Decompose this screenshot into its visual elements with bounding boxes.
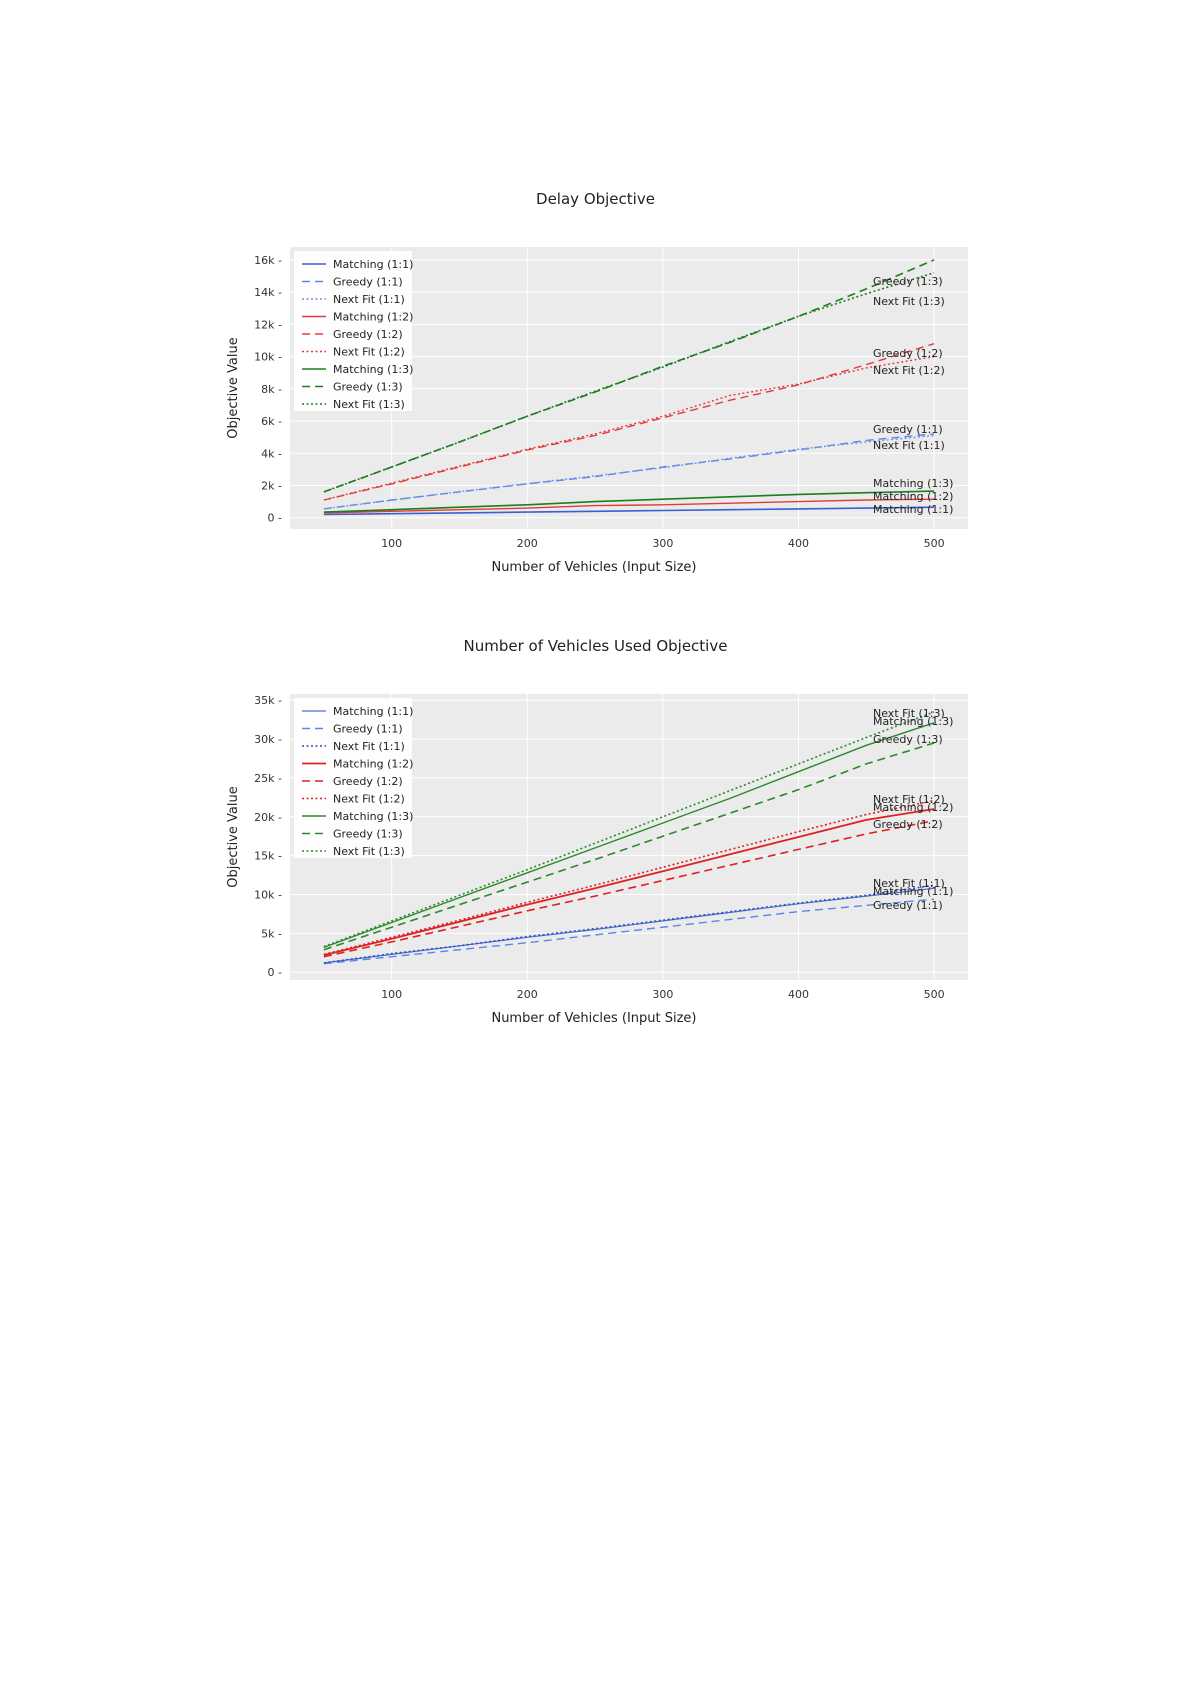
legend-label-next-fit-1-1: Next Fit (1:1) <box>333 740 405 753</box>
end-label-matching-1-1: Matching (1:1) <box>873 503 953 516</box>
series-line-matching-1-1 <box>323 506 935 516</box>
end-label-greedy-1-1: Greedy (1:1) <box>873 899 943 912</box>
x-tick-label: 300 <box>652 537 673 550</box>
y-tick-label: 20k - <box>254 811 282 824</box>
end-label-matching-1-2: Matching (1:2) <box>873 490 953 503</box>
y-tick-label: 5k - <box>261 927 282 940</box>
series-line-next-fit-1-3 <box>323 272 935 493</box>
end-label-greedy-1-2: Greedy (1:2) <box>873 818 943 831</box>
end-label-greedy-1-2: Greedy (1:2) <box>873 347 943 360</box>
x-tick-label: 100 <box>381 537 402 550</box>
y-tick-label: 0 - <box>268 512 282 525</box>
legend-label-next-fit-1-2: Next Fit (1:2) <box>333 346 405 359</box>
legend-label-next-fit-1-2: Next Fit (1:2) <box>333 793 405 806</box>
series-line-matching-1-3 <box>323 722 935 949</box>
legend-label-matching-1-2: Matching (1:2) <box>333 311 413 324</box>
y-axis-title: Objective Value <box>226 337 241 438</box>
end-label-greedy-1-3: Greedy (1:3) <box>873 733 943 746</box>
legend-label-next-fit-1-3: Next Fit (1:3) <box>333 398 405 411</box>
legend-label-matching-1-2: Matching (1:2) <box>333 758 413 771</box>
x-tick-label: 500 <box>924 537 945 550</box>
y-tick-label: 8k - <box>261 383 282 396</box>
legend-label-greedy-1-1: Greedy (1:1) <box>333 276 403 289</box>
legend: Matching (1:1) Greedy (1:1) Next Fit (1:1)… <box>294 251 413 411</box>
series-line-next-fit-1-3 <box>323 711 935 948</box>
legend-label-greedy-1-2: Greedy (1:2) <box>333 328 403 341</box>
x-axis-title: Number of Vehicles (Input Size) <box>491 1011 696 1026</box>
legend-label-greedy-1-3: Greedy (1:3) <box>333 828 403 841</box>
series-line-matching-1-3 <box>323 490 935 513</box>
legend-label-matching-1-1: Matching (1:1) <box>333 705 413 718</box>
end-label-matching-1-1: Matching (1:1) <box>873 885 953 898</box>
end-label-matching-1-3: Matching (1:3) <box>873 715 953 728</box>
series-line-greedy-1-2 <box>323 343 935 501</box>
y-tick-label: 0 - <box>268 966 282 979</box>
series-line-next-fit-1-1 <box>323 884 935 964</box>
series-line-greedy-1-2 <box>323 819 935 958</box>
end-label-next-fit-1-3: Next Fit (1:3) <box>873 707 945 720</box>
legend-label-next-fit-1-1: Next Fit (1:1) <box>333 293 405 306</box>
series-line-greedy-1-1 <box>323 433 935 510</box>
x-tick-label: 500 <box>924 988 945 1001</box>
y-axis-title: Objective Value <box>226 786 241 887</box>
end-label-matching-1-2: Matching (1:2) <box>873 801 953 814</box>
delay-objective-chart: 0 - 2k - 4k - 6k - 8k - 10k - 12k - 14k - 16k - 1… <box>226 247 968 575</box>
legend-box <box>294 698 412 858</box>
chart-1-title: Delay Objective <box>536 190 655 208</box>
legend: Matching (1:1) Greedy (1:1) Next Fit (1:1)… <box>294 698 413 858</box>
series-line-greedy-1-1 <box>323 898 935 965</box>
end-label-next-fit-1-1: Next Fit (1:1) <box>873 439 945 452</box>
x-tick-label: 200 <box>517 537 538 550</box>
y-tick-label: 12k - <box>254 318 282 331</box>
x-tick-label: 300 <box>652 988 673 1001</box>
y-tick-label: 25k - <box>254 772 282 785</box>
y-tick-label: 35k - <box>254 694 282 707</box>
series-line-next-fit-1-1 <box>323 434 935 510</box>
x-axis-title: Number of Vehicles (Input Size) <box>491 560 696 575</box>
series-line-next-fit-1-2 <box>323 355 935 501</box>
y-tick-label: 30k - <box>254 733 282 746</box>
legend-label-greedy-1-3: Greedy (1:3) <box>333 381 403 394</box>
y-tick-label: 10k - <box>254 351 282 364</box>
end-label-next-fit-1-2: Next Fit (1:2) <box>873 364 945 377</box>
y-tick-label: 10k - <box>254 889 282 902</box>
legend-box <box>294 251 412 411</box>
y-tick-label: 16k - <box>254 254 282 267</box>
x-tick-label: 400 <box>788 537 809 550</box>
vehicles-used-objective-chart: 0 - 5k - 10k - 15k - 20k - 25k - 30k - 35k - 100… <box>226 694 968 1026</box>
end-label-next-fit-1-1: Next Fit (1:1) <box>873 877 945 890</box>
x-tick-label: 200 <box>517 988 538 1001</box>
x-tick-label: 100 <box>381 988 402 1001</box>
series-line-matching-1-2 <box>323 498 935 514</box>
y-tick-label: 2k - <box>261 479 282 492</box>
y-tick-label: 4k - <box>261 447 282 460</box>
series-line-matching-1-2 <box>323 808 935 956</box>
series-line-next-fit-1-2 <box>323 799 935 956</box>
y-tick-label: 14k - <box>254 286 282 299</box>
legend-label-greedy-1-2: Greedy (1:2) <box>333 775 403 788</box>
series-line-greedy-1-3 <box>323 742 935 951</box>
legend-label-matching-1-3: Matching (1:3) <box>333 363 413 376</box>
legend-label-matching-1-3: Matching (1:3) <box>333 810 413 823</box>
end-label-greedy-1-1: Greedy (1:1) <box>873 423 943 436</box>
legend-label-next-fit-1-3: Next Fit (1:3) <box>333 845 405 858</box>
chart-2-title: Number of Vehicles Used Objective <box>463 637 728 655</box>
end-label-matching-1-3: Matching (1:3) <box>873 477 953 490</box>
x-tick-label: 400 <box>788 988 809 1001</box>
legend-label-greedy-1-1: Greedy (1:1) <box>333 723 403 736</box>
end-label-greedy-1-3: Greedy (1:3) <box>873 275 943 288</box>
legend-label-matching-1-1: Matching (1:1) <box>333 258 413 271</box>
end-label-next-fit-1-3: Next Fit (1:3) <box>873 295 945 308</box>
y-tick-label: 6k - <box>261 415 282 428</box>
end-label-next-fit-1-2: Next Fit (1:2) <box>873 793 945 806</box>
y-tick-label: 15k - <box>254 850 282 863</box>
